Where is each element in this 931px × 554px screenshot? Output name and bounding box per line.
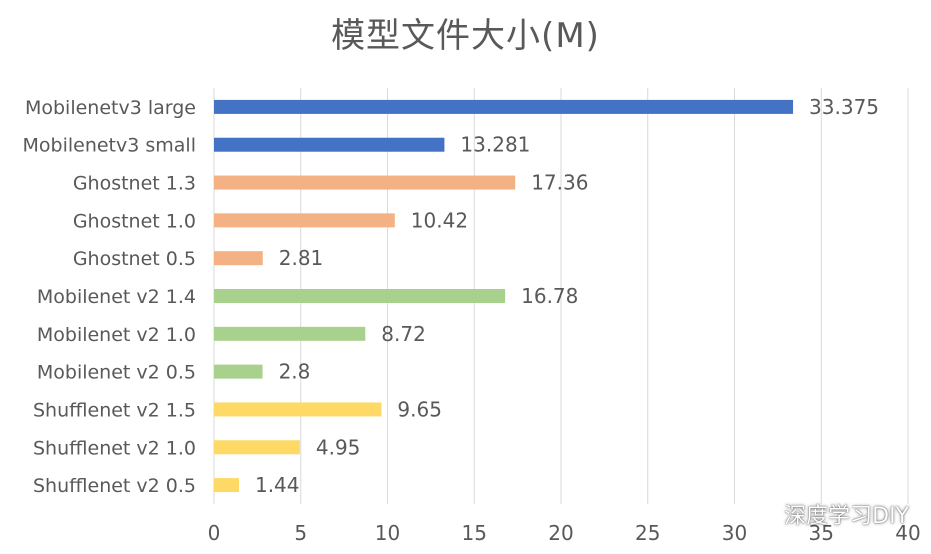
data-label: 13.281 [460, 133, 530, 157]
data-label: 17.36 [531, 171, 588, 195]
bar [214, 99, 794, 114]
bar [214, 478, 239, 493]
bar [214, 440, 300, 455]
category-label: Shufflenet v2 0.5 [33, 475, 196, 497]
x-tick-label: 25 [635, 521, 660, 545]
x-tick-label: 15 [462, 521, 487, 545]
x-tick-label: 0 [208, 521, 221, 545]
category-label: Mobilenet v2 0.5 [37, 362, 196, 384]
data-label: 9.65 [397, 397, 442, 421]
x-tick-label: 35 [809, 521, 834, 545]
data-label: 10.42 [411, 208, 468, 232]
category-labels: Mobilenetv3 large Mobilenetv3 small Ghostn… [23, 97, 197, 497]
category-label: Mobilenetv3 large [25, 97, 196, 119]
bar [214, 364, 263, 379]
category-label: Mobilenet v2 1.4 [37, 286, 196, 308]
x-tick-label: 5 [294, 521, 307, 545]
data-label: 4.95 [316, 435, 361, 459]
bar [214, 326, 366, 341]
category-label: Shufflenet v2 1.5 [33, 399, 196, 421]
data-label: 33.375 [809, 95, 879, 119]
x-tick-labels: 0 5 10 15 20 25 30 35 40 [208, 521, 921, 545]
data-label: 8.72 [381, 322, 426, 346]
bar [214, 289, 506, 303]
bar [214, 175, 516, 190]
category-label: Shufflenet v2 1.0 [33, 437, 196, 459]
x-tick-label: 40 [895, 521, 920, 545]
data-label: 16.78 [521, 284, 578, 308]
watermark: 深度学习DIY [742, 498, 909, 530]
category-label: Mobilenet v2 1.0 [37, 324, 196, 346]
category-label: Mobilenetv3 small [23, 135, 197, 157]
x-tick-label: 10 [375, 521, 400, 545]
bar [214, 213, 395, 228]
category-label: Ghostnet 1.3 [73, 173, 196, 195]
wechat-icon [743, 502, 775, 526]
data-label: 2.81 [279, 246, 324, 270]
x-tick-label: 30 [722, 521, 747, 545]
watermark-text: 深度学习DIY [784, 504, 909, 529]
data-label: 2.8 [279, 360, 311, 384]
bar [214, 402, 382, 417]
x-tick-label: 20 [548, 521, 573, 545]
bars [214, 99, 794, 493]
data-label: 1.44 [255, 473, 300, 497]
chart-title: 模型文件大小(M) [331, 16, 600, 56]
bar [214, 251, 263, 266]
category-label: Ghostnet 0.5 [73, 248, 196, 270]
category-label: Ghostnet 1.0 [73, 210, 196, 232]
bar [214, 137, 445, 152]
